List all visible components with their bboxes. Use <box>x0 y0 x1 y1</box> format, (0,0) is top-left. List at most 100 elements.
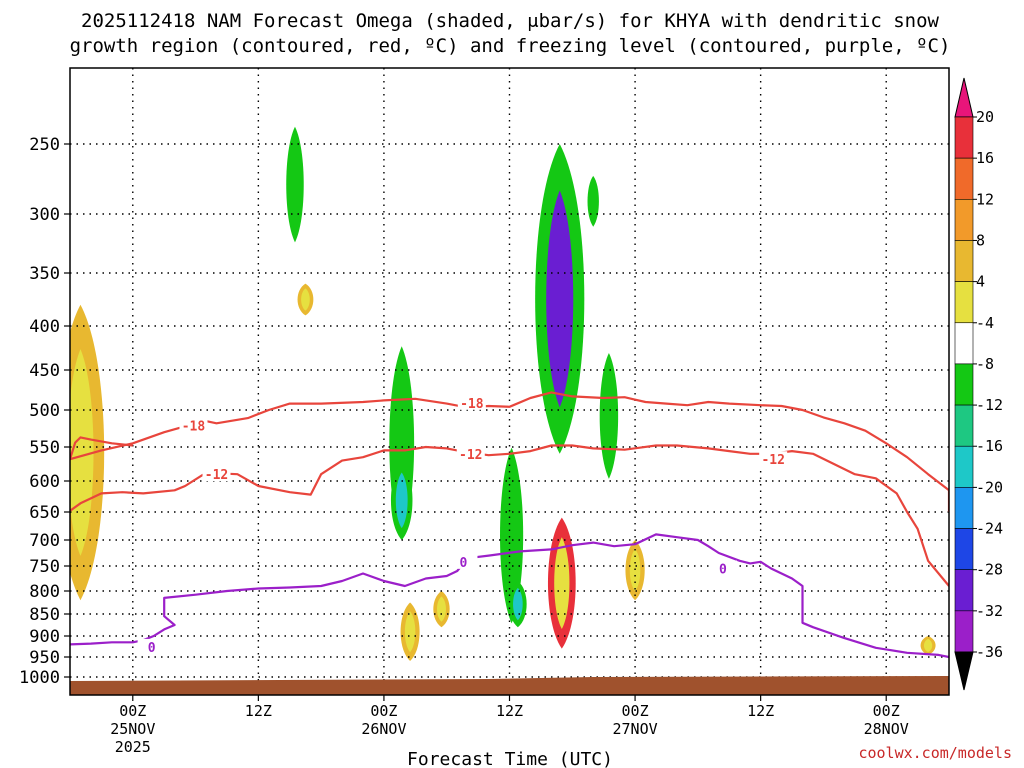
x-tick-label: 12Z <box>747 702 774 720</box>
omega-region <box>509 581 527 628</box>
colorbar-label: 20 <box>976 108 994 126</box>
dgz-contour <box>70 391 949 512</box>
y-tick-label: 250 <box>29 135 60 155</box>
freezing-level-contour <box>70 533 949 659</box>
dgz-contour-label: -12 <box>761 453 784 468</box>
colorbar-swatch <box>954 322 974 365</box>
colorbar-swatch <box>954 199 974 241</box>
dgz-contour <box>70 436 133 460</box>
colorbar-label: -20 <box>976 478 1003 496</box>
x-tick-label: 12Z <box>245 702 272 720</box>
y-tick-label: 1000 <box>19 668 60 688</box>
colorbar-swatch <box>954 281 974 324</box>
x-tick-label: 00Z <box>370 702 397 720</box>
y-tick-label: 900 <box>29 627 60 647</box>
dgz-contour-label: -18 <box>460 397 484 412</box>
x-tick-year: 2025 <box>115 738 151 756</box>
freezing-level-contour-label: 0 <box>148 641 156 656</box>
ground-terrain <box>70 676 949 695</box>
x-tick-label: 12Z <box>496 702 523 720</box>
colorbar-bottom-arrow <box>954 651 974 691</box>
colorbar-top-arrow <box>954 77 974 118</box>
colorbar-swatch <box>954 610 974 653</box>
omega-region-core <box>70 349 94 556</box>
omega-region-core <box>404 611 416 653</box>
colorbar-label: -4 <box>976 314 994 332</box>
freezing-level-contour-label-bg <box>137 638 166 654</box>
colorbar-swatch <box>954 445 974 488</box>
omega-region <box>535 144 585 454</box>
omega-region <box>279 102 311 268</box>
chart-title-line-2: growth region (contoured, red, ºC) and f… <box>70 35 951 57</box>
colorbar-swatch <box>954 157 974 200</box>
omega-region-core <box>301 288 310 311</box>
dgz-contour-label: -18 <box>182 420 206 435</box>
omega-region-core <box>923 638 933 653</box>
y-tick-label: 550 <box>29 438 60 458</box>
colorbar-label: -36 <box>976 643 1003 661</box>
x-tick-date: 28NOV <box>864 720 909 738</box>
y-tick-label: 400 <box>29 317 60 337</box>
dgz-contour-label: -12 <box>205 468 228 483</box>
omega-region <box>920 636 936 655</box>
y-tick-label: 850 <box>29 605 60 625</box>
omega-region-core <box>436 596 446 622</box>
dgz-contour-label: -12 <box>459 448 482 463</box>
y-tick-label: 950 <box>29 648 60 668</box>
y-tick-label: 500 <box>29 401 60 421</box>
omega-region-core <box>395 472 408 529</box>
y-tick-label: 300 <box>29 205 60 225</box>
omega-shading <box>70 102 936 661</box>
dgz-contour-label-bg <box>456 445 485 461</box>
omega-region-core <box>554 537 570 629</box>
y-tick-label: 700 <box>29 531 60 551</box>
plot-area: -18 -18 -12 -12 -12 0 0 0 <box>70 68 949 695</box>
y-tick-label: 800 <box>29 582 60 602</box>
gridlines <box>70 68 949 695</box>
x-tick-label: 00Z <box>622 702 649 720</box>
freezing-level-contour-label-bg <box>708 560 737 576</box>
omega-region-core <box>513 587 523 621</box>
omega-region-core <box>629 549 641 592</box>
contours: -18 -18 -12 -12 -12 0 0 0 <box>70 391 949 659</box>
colorbar-label: -16 <box>976 437 1003 455</box>
omega-region-core <box>546 190 574 408</box>
colorbar-label: -28 <box>976 561 1003 579</box>
freezing-level-contour-label: 0 <box>460 556 468 571</box>
omega-region <box>547 517 576 649</box>
omega-region-core <box>500 447 524 624</box>
omega-region <box>297 283 314 316</box>
colorbar-label: -32 <box>976 602 1003 620</box>
colorbar-label: -24 <box>976 520 1003 538</box>
colorbar-swatch <box>954 116 974 159</box>
omega-region <box>400 602 420 661</box>
x-tick-label: 00Z <box>119 702 146 720</box>
y-tick-label: 650 <box>29 503 60 523</box>
y-axis-ticks: 2503003504004505005506006507007508008509… <box>19 135 70 688</box>
freezing-level-contour-label-bg <box>449 553 478 569</box>
x-tick-date: 25NOV <box>110 720 155 738</box>
colorbar-label: 12 <box>976 190 994 208</box>
dgz-contour-label-bg <box>202 466 231 482</box>
colorbar-swatch <box>954 487 974 529</box>
y-tick-label: 600 <box>29 472 60 492</box>
colorbar-label: -12 <box>976 396 1003 414</box>
colorbar: 20 16 12 8 4 -4 -8 -12 -16 -20 -24 -28 -32 -36 <box>954 77 1003 691</box>
dgz-contour-label-bg <box>179 417 208 433</box>
y-tick-label: 450 <box>29 361 60 381</box>
dgz-contour-label-bg <box>759 451 788 467</box>
omega-region <box>625 540 645 601</box>
colorbar-label: -8 <box>976 355 994 373</box>
y-tick-label: 750 <box>29 557 60 577</box>
colorbar-label: 16 <box>976 149 994 167</box>
omega-region <box>70 304 105 601</box>
omega-region-core <box>286 126 304 243</box>
x-tick-date: 27NOV <box>612 720 657 738</box>
omega-region <box>433 591 450 628</box>
x-axis-label: Forecast Time (UTC) <box>407 749 613 768</box>
colorbar-label: 8 <box>976 231 985 249</box>
colorbar-swatch <box>954 528 974 570</box>
colorbar-swatch <box>954 363 974 406</box>
